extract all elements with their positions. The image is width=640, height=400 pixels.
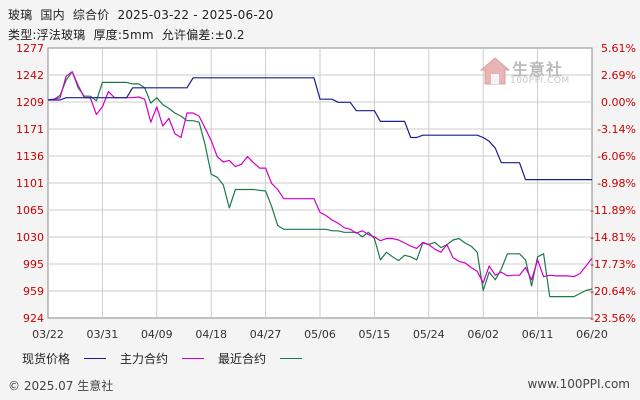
x-tick-label: 04/27 — [250, 328, 282, 341]
legend-label-recent: 最近合约 — [218, 352, 267, 366]
y-tick-label-right: 5.61% — [601, 42, 636, 55]
y-tick-label-right: -17.73% — [590, 258, 636, 271]
y-tick-label-left: 1277 — [16, 42, 44, 55]
x-tick-label: 03/31 — [87, 328, 119, 341]
legend-label-main: 主力合约 — [120, 352, 169, 366]
chart-subtitle: 类型:浮法玻璃 厚度:5mm 允许偏差:±0.2 — [8, 28, 245, 42]
legend-swatch-recent — [280, 358, 303, 359]
footer-copyright: © 2025.07 生意社 — [8, 379, 114, 393]
y-tick-label-right: -6.06% — [597, 150, 636, 163]
x-tick-label: 06/11 — [522, 328, 554, 341]
legend-item-spot: 现货价格 — [22, 350, 107, 367]
x-tick-label: 04/09 — [141, 328, 173, 341]
x-tick-label: 05/24 — [413, 328, 445, 341]
x-tick-label: 05/15 — [359, 328, 391, 341]
legend-item-recent: 最近合约 — [218, 350, 303, 367]
y-tick-label-right: 2.69% — [601, 69, 636, 82]
x-tick-label: 06/02 — [467, 328, 499, 341]
y-tick-label-right: -11.89% — [590, 204, 636, 217]
series-line-recent — [47, 71, 593, 298]
legend-item-main: 主力合约 — [120, 350, 205, 367]
x-tick-label: 05/06 — [304, 328, 336, 341]
x-tick-label: 04/18 — [195, 328, 227, 341]
y-tick-label-right: 0.00% — [601, 96, 636, 109]
watermark-url: 100PPI.COM — [510, 76, 570, 86]
y-tick-label-left: 1171 — [16, 123, 44, 136]
x-tick-label: 06/20 — [576, 328, 608, 341]
watermark-logo: 生意社 100PPI.COM — [480, 56, 600, 96]
chart-legend: 现货价格 主力合约 最近合约 — [22, 350, 316, 367]
footer-website: www.100PPI.com — [527, 377, 630, 391]
y-tick-label-left: 1101 — [16, 177, 44, 190]
house-logo-icon — [480, 57, 510, 85]
chart-title: 玻璃 国内 综合价 2025-03-22 - 2025-06-20 — [8, 8, 274, 22]
y-tick-label-left: 1065 — [16, 204, 44, 217]
y-tick-label-right: -3.14% — [597, 123, 636, 136]
y-tick-label-left: 1242 — [16, 69, 44, 82]
y-tick-label-right: -23.56% — [590, 312, 636, 325]
y-tick-label-left: 1209 — [16, 96, 44, 109]
watermark-name: 生意社 — [512, 60, 564, 79]
legend-swatch-spot — [84, 358, 107, 359]
x-tick-label: 03/22 — [32, 328, 64, 341]
y-tick-label-left: 1136 — [16, 150, 44, 163]
y-tick-label-left: 924 — [23, 312, 44, 325]
legend-label-spot: 现货价格 — [22, 352, 71, 366]
series-line-main — [47, 71, 593, 284]
legend-swatch-main — [182, 358, 205, 359]
y-tick-label-left: 959 — [23, 285, 44, 298]
y-tick-label-left: 1030 — [16, 231, 44, 244]
y-tick-label-left: 995 — [23, 258, 44, 271]
y-tick-label-right: -20.64% — [590, 285, 636, 298]
series-line-spot — [48, 77, 592, 181]
y-tick-label-right: -8.98% — [597, 177, 636, 190]
y-tick-label-right: -14.81% — [590, 231, 636, 244]
